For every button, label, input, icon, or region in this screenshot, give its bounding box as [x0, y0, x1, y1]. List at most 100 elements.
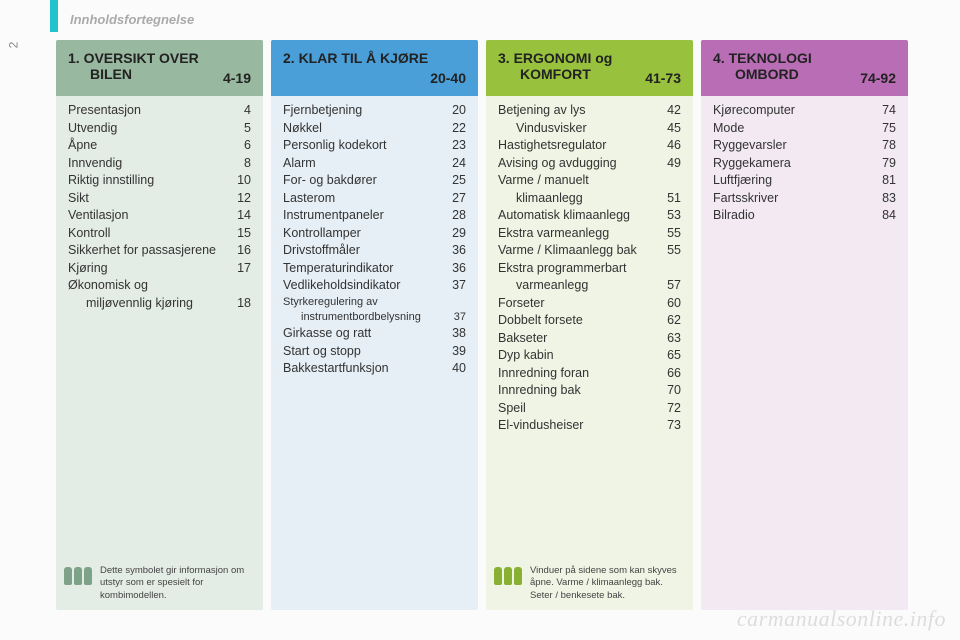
- page-number: 2: [6, 42, 20, 49]
- toc-entry: Utvendig5: [68, 120, 251, 138]
- section-note: Vinduer på sidene som kan skyves åpne. V…: [494, 565, 685, 602]
- toc-entry: instrumentbordbelysning37: [283, 310, 466, 325]
- toc-entry-label: Bakkestartfunksjon: [283, 360, 442, 378]
- toc-entry-label: Ryggevarsler: [713, 137, 872, 155]
- toc-entry: Fartsskriver83: [713, 190, 896, 208]
- toc-entry-label: Sikkerhet for passasjerene: [68, 242, 227, 260]
- toc-entry-label: Styrkeregulering av: [283, 295, 442, 310]
- toc-entry-label: Dyp kabin: [498, 347, 657, 365]
- toc-entry: Bakkestartfunksjon40: [283, 360, 466, 378]
- seats-icon: [494, 567, 522, 585]
- toc-columns: 1. OVERSIKT OVERBILEN4-19Presentasjon4Ut…: [56, 40, 908, 610]
- toc-entry-page: 39: [442, 343, 466, 361]
- toc-entry: Ekstra varmeanlegg55: [498, 225, 681, 243]
- toc-entry-label: Åpne: [68, 137, 227, 155]
- section-header: 2. KLAR TIL Å KJØRE20-40: [271, 40, 478, 96]
- toc-section: 3. ERGONOMI ogKOMFORT41-73Betjening av l…: [486, 40, 693, 610]
- toc-entry-page: 84: [872, 207, 896, 225]
- watermark: carmanualsonline.info: [737, 606, 946, 632]
- toc-entry: klimaanlegg51: [498, 190, 681, 208]
- toc-entry: Ryggekamera79: [713, 155, 896, 173]
- section-page-range: 4-19: [223, 70, 251, 86]
- toc-entry-label: Økonomisk og: [68, 277, 227, 295]
- section-body: Kjørecomputer74Mode75Ryggevarsler78Rygge…: [701, 96, 908, 233]
- accent-bar: [50, 0, 58, 32]
- toc-entry-label: Start og stopp: [283, 343, 442, 361]
- toc-entry-label: miljøvennlig kjøring: [68, 295, 227, 313]
- toc-entry-label: Kontrollamper: [283, 225, 442, 243]
- toc-entry: For- og bakdører25: [283, 172, 466, 190]
- toc-entry-page: 5: [227, 120, 251, 138]
- section-header: 3. ERGONOMI ogKOMFORT41-73: [486, 40, 693, 96]
- section-header: 1. OVERSIKT OVERBILEN4-19: [56, 40, 263, 96]
- toc-entry: Mode75: [713, 120, 896, 138]
- toc-entry: Varme / Klimaanlegg bak55: [498, 242, 681, 260]
- toc-entry-page: 42: [657, 102, 681, 120]
- toc-entry-label: Alarm: [283, 155, 442, 173]
- toc-entry: Luftfjæring81: [713, 172, 896, 190]
- toc-entry-label: Utvendig: [68, 120, 227, 138]
- toc-entry-label: Automatisk klimaanlegg: [498, 207, 657, 225]
- toc-entry-page: 51: [657, 190, 681, 208]
- toc-entry-page: 16: [227, 242, 251, 260]
- toc-entry-label: Bilradio: [713, 207, 872, 225]
- toc-entry-label: Innredning foran: [498, 365, 657, 383]
- toc-section: 1. OVERSIKT OVERBILEN4-19Presentasjon4Ut…: [56, 40, 263, 610]
- section-page-range: 20-40: [430, 70, 466, 86]
- toc-entry: Lasterom27: [283, 190, 466, 208]
- toc-entry: miljøvennlig kjøring18: [68, 295, 251, 313]
- toc-entry-page: 55: [657, 242, 681, 260]
- toc-entry-label: Bakseter: [498, 330, 657, 348]
- toc-entry-label: Ekstra varmeanlegg: [498, 225, 657, 243]
- toc-entry-label: Ventilasjon: [68, 207, 227, 225]
- toc-entry: Personlig kodekort23: [283, 137, 466, 155]
- toc-entry: Start og stopp39: [283, 343, 466, 361]
- toc-entry: Riktig innstilling10: [68, 172, 251, 190]
- toc-entry: Ryggevarsler78: [713, 137, 896, 155]
- section-note-text: Vinduer på sidene som kan skyves åpne. V…: [530, 565, 685, 602]
- toc-entry-page: 63: [657, 330, 681, 348]
- section-page-range: 74-92: [860, 70, 896, 86]
- toc-entry: Bakseter63: [498, 330, 681, 348]
- toc-entry-page: 53: [657, 207, 681, 225]
- toc-entry-label: instrumentbordbelysning: [283, 310, 442, 325]
- toc-entry: Dobbelt forsete62: [498, 312, 681, 330]
- toc-entry-label: Personlig kodekort: [283, 137, 442, 155]
- toc-entry-label: Luftfjæring: [713, 172, 872, 190]
- section-note: Dette symbolet gir informasjon om utstyr…: [64, 565, 255, 602]
- toc-entry-label: Temperaturindikator: [283, 260, 442, 278]
- toc-entry-page: 8: [227, 155, 251, 173]
- toc-entry-label: El-vindusheiser: [498, 417, 657, 435]
- toc-entry-page: 70: [657, 382, 681, 400]
- toc-entry: Speil72: [498, 400, 681, 418]
- toc-entry: Ventilasjon14: [68, 207, 251, 225]
- toc-entry-page: 24: [442, 155, 466, 173]
- toc-entry-page: [657, 260, 681, 278]
- section-title-line1: 1. OVERSIKT OVER: [68, 50, 251, 66]
- toc-entry-page: 72: [657, 400, 681, 418]
- seats-icon: [64, 567, 92, 585]
- toc-entry: Drivstoffmåler36: [283, 242, 466, 260]
- toc-entry-page: 27: [442, 190, 466, 208]
- toc-entry-page: 62: [657, 312, 681, 330]
- toc-entry-label: Nøkkel: [283, 120, 442, 138]
- toc-entry-label: Riktig innstilling: [68, 172, 227, 190]
- toc-entry-page: 49: [657, 155, 681, 173]
- toc-entry-page: [227, 277, 251, 295]
- toc-entry-page: 57: [657, 277, 681, 295]
- toc-entry-label: Kontroll: [68, 225, 227, 243]
- toc-entry-page: 23: [442, 137, 466, 155]
- toc-entry-page: 38: [442, 325, 466, 343]
- toc-entry-page: 15: [227, 225, 251, 243]
- section-header: 4. TEKNOLOGIOMBORD74-92: [701, 40, 908, 96]
- toc-entry-label: varmeanlegg: [498, 277, 657, 295]
- toc-entry-page: 37: [442, 310, 466, 325]
- toc-entry-page: 36: [442, 242, 466, 260]
- toc-entry: Kontrollamper29: [283, 225, 466, 243]
- section-page-range: 41-73: [645, 70, 681, 86]
- toc-entry-label: Mode: [713, 120, 872, 138]
- toc-entry: Ekstra programmerbart: [498, 260, 681, 278]
- toc-entry-label: Innredning bak: [498, 382, 657, 400]
- toc-section: 4. TEKNOLOGIOMBORD74-92Kjørecomputer74Mo…: [701, 40, 908, 610]
- toc-entry-page: 25: [442, 172, 466, 190]
